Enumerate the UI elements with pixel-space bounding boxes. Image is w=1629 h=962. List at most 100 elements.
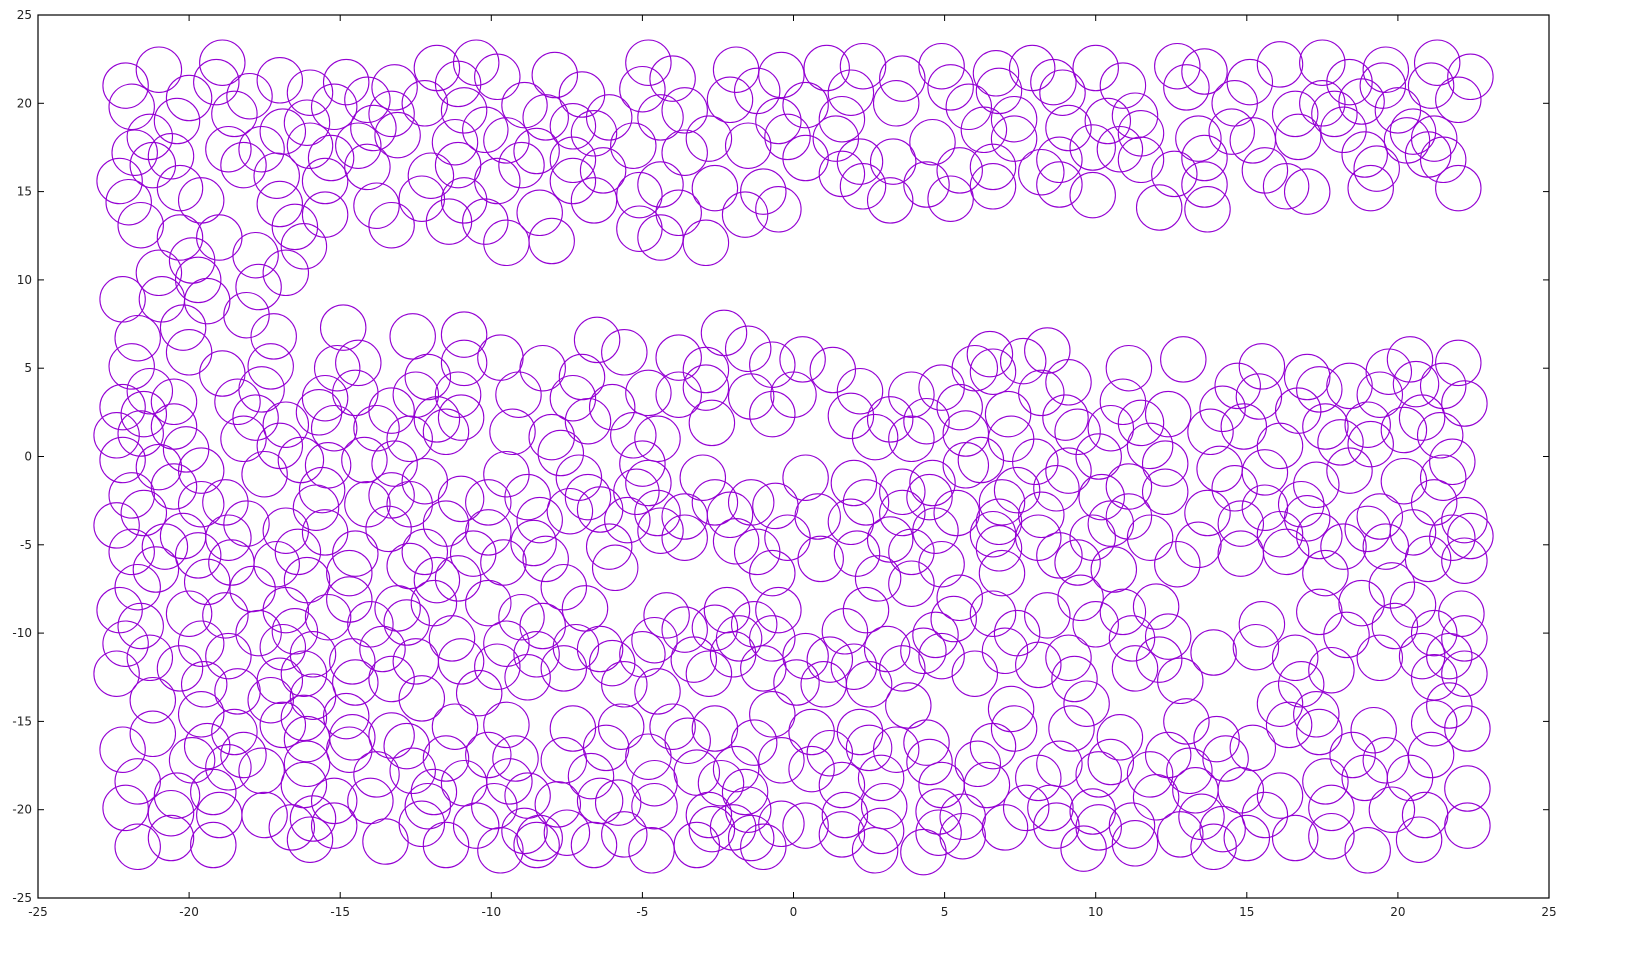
data-point: [1015, 641, 1062, 689]
data-point: [770, 371, 817, 418]
data-point: [1072, 44, 1119, 92]
data-point: [888, 528, 935, 576]
data-point: [782, 454, 829, 501]
data-point: [1108, 615, 1156, 662]
data-point: [498, 141, 545, 189]
data-point: [440, 339, 488, 387]
data-point: [1347, 164, 1394, 212]
data-point: [322, 58, 370, 106]
data-point: [383, 599, 430, 646]
data-point: [1108, 802, 1156, 849]
data-point: [462, 106, 509, 154]
data-point: [879, 468, 926, 516]
y-tick-label: 15: [17, 185, 32, 199]
data-point: [758, 737, 805, 784]
data-point: [1018, 369, 1065, 417]
data-point: [1090, 546, 1138, 593]
data-point: [341, 436, 388, 484]
data-point: [724, 325, 772, 373]
data-point: [1274, 387, 1322, 434]
data-point: [782, 632, 829, 680]
data-point: [1435, 164, 1482, 212]
data-point: [404, 782, 452, 830]
data-point: [585, 523, 633, 570]
data-point: [909, 459, 956, 507]
data-point: [1211, 465, 1258, 512]
data-point: [117, 602, 164, 650]
data-point: [389, 313, 436, 360]
data-point: [374, 111, 421, 159]
data-point: [1302, 403, 1349, 450]
data-point: [1072, 601, 1119, 648]
data-point: [782, 134, 829, 182]
data-point: [392, 371, 440, 418]
data-markers: [93, 39, 1494, 876]
data-point: [818, 150, 866, 198]
data-point: [619, 631, 666, 678]
data-point: [1018, 491, 1065, 539]
data-point: [1326, 58, 1373, 106]
data-point: [177, 480, 225, 528]
data-point: [927, 175, 974, 222]
data-point: [440, 87, 488, 134]
data-point: [105, 178, 152, 226]
data-point: [241, 791, 288, 839]
data-point: [132, 546, 180, 593]
data-point: [540, 563, 588, 611]
data-point: [1018, 148, 1065, 196]
data-point: [183, 722, 231, 770]
data-point: [489, 408, 536, 456]
data-point: [483, 117, 530, 164]
data-point: [177, 620, 225, 667]
data-point: [984, 390, 1032, 438]
data-point: [1296, 588, 1343, 636]
data-point: [1181, 48, 1228, 95]
data-point: [712, 745, 760, 793]
data-point: [99, 276, 146, 323]
x-tick-label: -20: [179, 905, 199, 919]
data-point: [1117, 399, 1165, 447]
x-tick-label: 0: [790, 905, 798, 919]
data-point: [1359, 62, 1407, 109]
data-point: [235, 609, 282, 657]
data-point: [866, 177, 914, 224]
data-point: [347, 601, 394, 648]
data-point: [788, 708, 835, 756]
data-point: [1320, 106, 1367, 154]
data-point: [141, 523, 189, 570]
data-point: [915, 809, 962, 856]
data-point: [604, 496, 651, 544]
data-point: [999, 337, 1047, 385]
data-point: [99, 383, 146, 431]
data-point: [1229, 724, 1277, 772]
data-point: [1141, 440, 1189, 487]
data-point: [1271, 814, 1319, 862]
data-point: [1371, 602, 1419, 650]
data-point: [915, 788, 962, 835]
data-point: [782, 802, 829, 849]
data-point: [888, 371, 935, 418]
y-tick-label: -25: [12, 891, 32, 905]
data-point: [625, 459, 672, 507]
data-point: [1160, 336, 1207, 383]
data-point: [428, 615, 476, 662]
data-point: [238, 366, 285, 413]
data-point: [634, 668, 681, 715]
data-point: [498, 593, 545, 641]
data-point: [353, 404, 400, 452]
data-point: [827, 498, 875, 546]
data-point: [601, 661, 648, 708]
data-point: [1208, 108, 1255, 155]
data-point: [322, 692, 370, 740]
data-point: [978, 549, 1026, 597]
data-point: [685, 115, 733, 162]
data-point: [477, 827, 524, 874]
data-point: [691, 705, 739, 752]
data-point: [1087, 738, 1135, 786]
data-point: [631, 782, 678, 830]
x-tick-label: -5: [636, 905, 648, 919]
data-point: [114, 314, 161, 362]
data-point: [821, 608, 869, 655]
data-point: [879, 55, 926, 102]
data-point: [153, 97, 201, 145]
